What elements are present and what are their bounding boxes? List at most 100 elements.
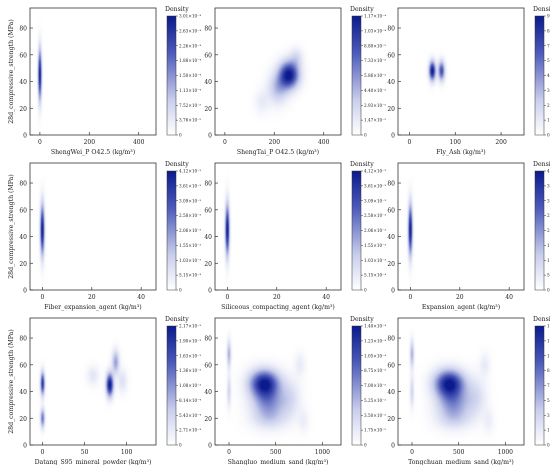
x-tick-label: 40 — [137, 294, 145, 301]
colorbar-tick-label: 7.05×10⁻⁵ — [547, 383, 550, 388]
density-panel-8: 0 20 40 60 80 0 500 1000 Shangluo_medium_sand (k… — [204, 316, 386, 465]
x-tick-label: 0 — [410, 449, 414, 456]
x-tick-label: 40 — [505, 294, 513, 301]
y-tick-label: 40 — [204, 79, 212, 86]
colorbar-tick-label: 1.03×10⁻⁴ — [364, 28, 386, 33]
colorbar-tick-label: 0 — [179, 133, 182, 138]
colorbar-tick-label: 1.40×10⁻⁴ — [364, 324, 386, 329]
y-axis-label: 28d_compressive_strength (MPa) — [8, 19, 15, 124]
colorbar-tick-label: 3.09×10⁻³ — [547, 198, 550, 203]
colorbar-tick-label: 3.09×10⁻³ — [179, 198, 201, 203]
y-tick-label: 80 — [19, 336, 27, 343]
density-field — [30, 8, 156, 135]
x-tick-label: 40 — [322, 294, 330, 301]
colorbar — [534, 170, 545, 291]
colorbar-tick-label: 1.03×10⁻³ — [179, 258, 201, 263]
y-tick-label: 20 — [19, 261, 27, 268]
colorbar-tick-label: 1.50×10⁻⁴ — [179, 73, 201, 78]
colorbar-title: Density — [533, 316, 550, 323]
x-tick-label: 100 — [450, 139, 462, 146]
colorbar-title: Density — [350, 161, 374, 168]
x-tick-label: 20 — [88, 294, 96, 301]
colorbar-tick-label: 2.58×10⁻³ — [179, 213, 201, 218]
colorbar-title: Density — [350, 6, 374, 13]
colorbar-tick-label: 2.71×10⁻⁴ — [179, 428, 201, 433]
x-tick-label: 0 — [225, 294, 229, 301]
y-tick-label: 60 — [19, 52, 27, 59]
colorbar-tick-label: 4.12×10⁻³ — [179, 169, 201, 174]
colorbar-tick-label: 1.17×10⁻⁴ — [547, 118, 550, 123]
colorbar-tick-label: 1.23×10⁻⁴ — [547, 338, 550, 343]
y-tick-label: 40 — [387, 234, 395, 241]
x-axis-label: Expansion_agent (kg/m³) — [422, 304, 500, 311]
x-axis-label: Fly_Ash (kg/m³) — [436, 149, 485, 156]
density-field — [398, 8, 524, 135]
y-tick-label: 0 — [208, 443, 212, 450]
colorbar — [166, 15, 177, 136]
colorbar-tick-label: 7.05×10⁻⁴ — [547, 43, 550, 48]
y-tick-label: 80 — [387, 336, 395, 343]
x-tick-label: 1000 — [498, 449, 513, 456]
colorbar-tick-label: 0 — [547, 443, 550, 448]
colorbar-tick-label: 2.93×10⁻⁵ — [364, 103, 386, 108]
density-field — [215, 163, 341, 290]
x-tick-label: 0 — [40, 294, 44, 301]
colorbar-tick-label: 1.23×10⁻⁴ — [364, 338, 386, 343]
colorbar-tick-label: 2.63×10⁻⁴ — [179, 28, 201, 33]
density-panel-6: 0 20 40 60 80 0 20 40 Expansion_agent (kg/m³) Den… — [387, 161, 550, 311]
y-tick-label: 40 — [387, 79, 395, 86]
y-tick-label: 20 — [204, 416, 212, 423]
y-tick-label: 0 — [208, 288, 212, 295]
colorbar-tick-label: 1.47×10⁻⁵ — [364, 118, 386, 123]
y-tick-label: 0 — [391, 133, 395, 140]
x-axis-label: Datang_S95_mineral_powder (kg/m³) — [35, 459, 152, 465]
colorbar-tick-label: 1.13×10⁻⁴ — [179, 88, 201, 93]
colorbar-title: Density — [533, 161, 550, 168]
colorbar-tick-label: 5.25×10⁻⁵ — [364, 398, 386, 403]
colorbar-tick-label: 3.61×10⁻³ — [179, 183, 201, 188]
y-tick-label: 80 — [19, 181, 27, 188]
density-field — [398, 163, 524, 290]
x-axis-label: ShengTai_P O42.5 (kg/m³) — [237, 149, 319, 156]
density-panel-9: 0 20 40 60 80 0 500 1000 Tongchuan_medium_sand (… — [387, 316, 550, 465]
colorbar-tick-label: 2.58×10⁻³ — [547, 213, 550, 218]
density-field — [398, 318, 524, 445]
plot-frame — [29, 317, 157, 446]
colorbar-tick-label: 8.75×10⁻⁵ — [364, 368, 386, 373]
colorbar-tick-label: 1.55×10⁻³ — [179, 243, 201, 248]
colorbar-tick-label: 3.76×10⁻⁵ — [179, 118, 201, 123]
x-tick-label: 200 — [495, 139, 507, 146]
density-field — [30, 318, 156, 445]
x-tick-label: 200 — [269, 139, 281, 146]
colorbar-tick-label: 0 — [547, 288, 550, 293]
colorbar — [166, 325, 177, 446]
y-tick-label: 0 — [23, 288, 27, 295]
x-tick-label: 500 — [270, 449, 282, 456]
colorbar-tick-label: 8.14×10⁻⁴ — [179, 398, 201, 403]
y-tick-label: 80 — [387, 181, 395, 188]
colorbar-tick-label: 3.52×10⁻⁴ — [547, 88, 550, 93]
x-tick-label: 400 — [318, 139, 330, 146]
y-tick-label: 80 — [204, 181, 212, 188]
x-tick-label: 1000 — [315, 449, 330, 456]
plot-frame — [397, 162, 525, 291]
colorbar-title: Density — [165, 6, 189, 13]
density-panel-5: 0 20 40 60 80 0 20 40 Siliceous_compacting_agent… — [204, 161, 386, 311]
y-tick-label: 20 — [19, 416, 27, 423]
colorbar-tick-label: 7.52×10⁻⁵ — [179, 103, 201, 108]
colorbar — [351, 325, 362, 446]
density-panel-1: 0 20 40 60 80 0 200 400 ShengWei_P O42.5 (kg/m³)… — [8, 6, 201, 156]
colorbar — [351, 170, 362, 291]
density-panel-2: 0 20 40 60 80 0 200 400 ShengTai_P O42.5 (kg/m³)… — [204, 6, 386, 156]
colorbar-tick-label: 3.61×10⁻³ — [364, 183, 386, 188]
plot-frame — [214, 317, 342, 446]
y-tick-label: 0 — [208, 133, 212, 140]
y-tick-label: 0 — [23, 133, 27, 140]
colorbar-tick-label: 5.86×10⁻⁵ — [364, 73, 386, 78]
colorbar-tick-label: 2.06×10⁻³ — [179, 228, 201, 233]
y-tick-label: 80 — [19, 26, 27, 33]
colorbar-tick-label: 3.61×10⁻³ — [547, 183, 550, 188]
colorbar-tick-label: 8.80×10⁻⁵ — [364, 43, 386, 48]
colorbar-tick-label: 4.70×10⁻⁴ — [547, 73, 550, 78]
